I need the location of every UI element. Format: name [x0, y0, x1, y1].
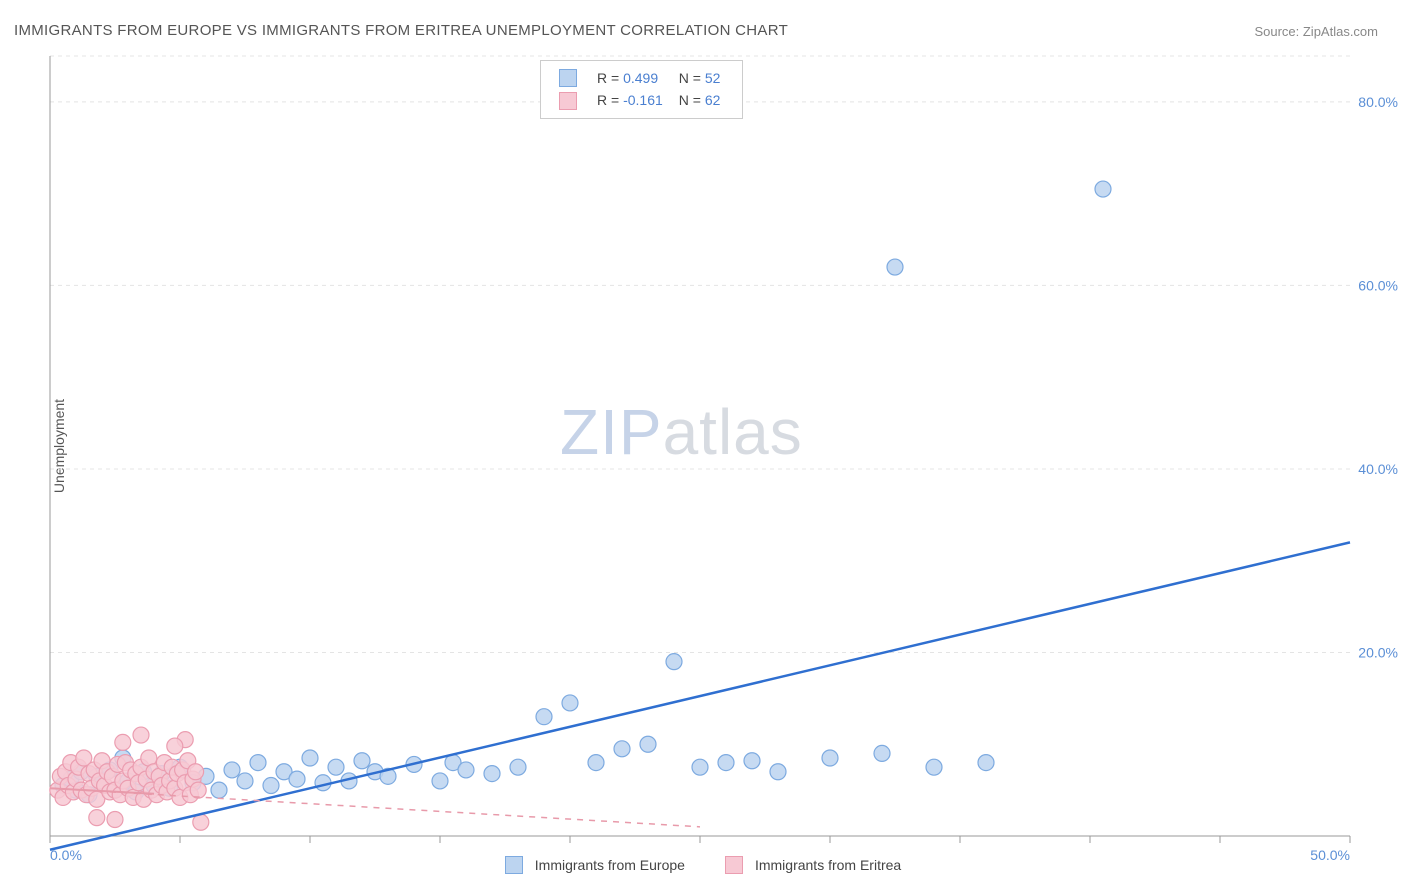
europe-point — [302, 750, 318, 766]
europe-trend-line — [50, 542, 1350, 849]
europe-point — [1095, 181, 1111, 197]
y-tick-label: 40.0% — [1358, 461, 1398, 477]
europe-point — [744, 753, 760, 769]
europe-point — [614, 741, 630, 757]
europe-point — [250, 755, 266, 771]
correlation-legend: R = 0.499N = 52R = -0.161N = 62 — [540, 60, 743, 119]
legend-swatch-eritrea — [559, 92, 577, 110]
europe-point — [666, 654, 682, 670]
europe-point — [224, 762, 240, 778]
eritrea-point — [107, 811, 123, 827]
bottom-legend-label-eritrea: Immigrants from Eritrea — [755, 857, 901, 873]
series-legend: Immigrants from Europe Immigrants from Er… — [0, 856, 1406, 874]
europe-point — [263, 778, 279, 794]
scatter-chart: 0.0%50.0%20.0%40.0%60.0%80.0% — [0, 0, 1406, 892]
europe-point — [484, 766, 500, 782]
y-tick-label: 60.0% — [1358, 277, 1398, 293]
europe-point — [926, 759, 942, 775]
legend-n-label: N = 52 — [671, 67, 729, 89]
eritrea-point — [190, 782, 206, 798]
eritrea-trend-line — [50, 788, 700, 827]
europe-point — [354, 753, 370, 769]
bottom-legend-swatch-europe — [505, 856, 523, 874]
bottom-legend-swatch-eritrea — [725, 856, 743, 874]
europe-point — [562, 695, 578, 711]
europe-point — [887, 259, 903, 275]
europe-point — [289, 771, 305, 787]
europe-point — [588, 755, 604, 771]
legend-r-label: R = 0.499 — [589, 67, 671, 89]
legend-n-value-eritrea: 62 — [705, 92, 721, 108]
europe-point — [770, 764, 786, 780]
europe-point — [328, 759, 344, 775]
europe-point — [978, 755, 994, 771]
europe-point — [432, 773, 448, 789]
legend-n-label: N = 62 — [671, 89, 729, 111]
legend-swatch-europe — [559, 69, 577, 87]
europe-point — [874, 745, 890, 761]
europe-point — [510, 759, 526, 775]
eritrea-point — [167, 738, 183, 754]
eritrea-point — [89, 810, 105, 826]
legend-row-europe: R = 0.499N = 52 — [551, 67, 728, 89]
legend-row-eritrea: R = -0.161N = 62 — [551, 89, 728, 111]
bottom-legend-label-europe: Immigrants from Europe — [535, 857, 685, 873]
europe-point — [718, 755, 734, 771]
europe-point — [536, 709, 552, 725]
legend-r-value-europe: 0.499 — [623, 70, 658, 86]
europe-point — [640, 736, 656, 752]
legend-n-value-europe: 52 — [705, 70, 721, 86]
europe-point — [458, 762, 474, 778]
europe-point — [237, 773, 253, 789]
europe-point — [692, 759, 708, 775]
bottom-legend-item-eritrea: Immigrants from Eritrea — [725, 856, 901, 874]
y-tick-label: 20.0% — [1358, 644, 1398, 660]
europe-point — [822, 750, 838, 766]
legend-r-value-eritrea: -0.161 — [623, 92, 663, 108]
y-tick-label: 80.0% — [1358, 94, 1398, 110]
eritrea-point — [188, 764, 204, 780]
eritrea-point — [133, 727, 149, 743]
bottom-legend-item-europe: Immigrants from Europe — [505, 856, 685, 874]
legend-r-label: R = -0.161 — [589, 89, 671, 111]
europe-point — [211, 782, 227, 798]
eritrea-point — [115, 734, 131, 750]
